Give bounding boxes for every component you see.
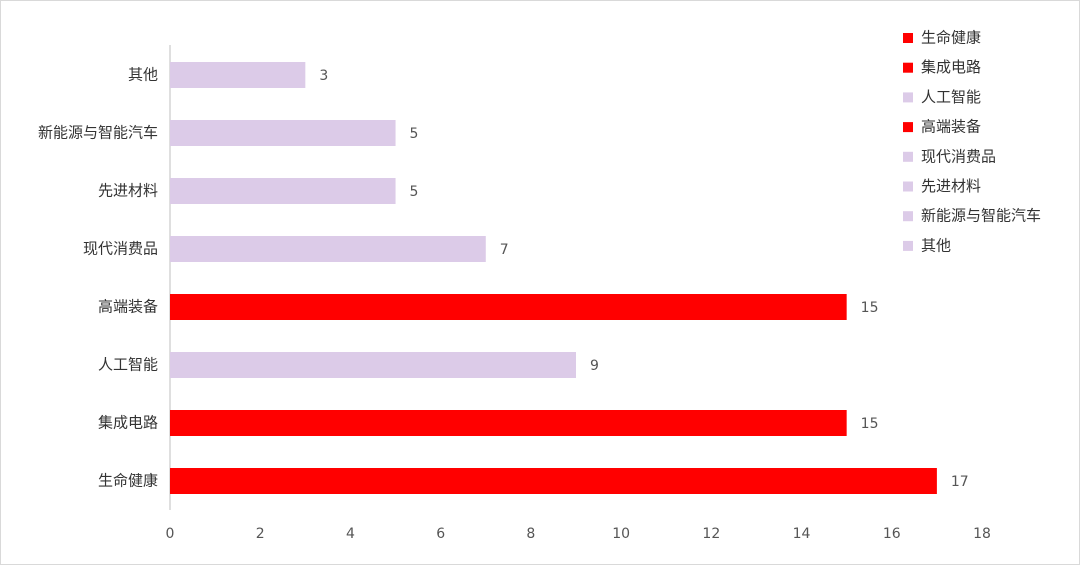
x-tick-label: 8	[526, 526, 535, 542]
legend-label: 人工智能	[921, 88, 981, 106]
data-label: 15	[861, 416, 879, 432]
data-label: 17	[951, 474, 969, 490]
legend-label: 先进材料	[921, 177, 981, 195]
x-tick-label: 4	[346, 526, 355, 542]
x-tick-label: 6	[436, 526, 445, 542]
bar	[170, 468, 937, 494]
legend-swatch	[903, 62, 913, 73]
bar	[170, 62, 306, 88]
y-tick-label: 先进材料	[98, 182, 158, 200]
legend-swatch	[903, 151, 913, 162]
legend-label: 高端装备	[921, 118, 981, 136]
y-tick-label: 生命健康	[98, 472, 158, 490]
legend-swatch	[903, 122, 913, 133]
x-tick-label: 2	[256, 526, 265, 542]
legend-swatch	[903, 181, 913, 192]
x-tick-label: 18	[973, 526, 991, 542]
bar	[170, 178, 396, 204]
legend-label: 其他	[921, 236, 951, 254]
y-tick-label: 新能源与智能汽车	[38, 124, 158, 142]
bar	[170, 352, 576, 378]
data-label: 5	[410, 184, 419, 200]
y-tick-label: 其他	[128, 66, 158, 84]
legend-label: 现代消费品	[921, 147, 996, 165]
legend-label: 新能源与智能汽车	[921, 207, 1041, 225]
data-label: 9	[590, 358, 599, 374]
bar	[170, 120, 396, 146]
x-tick-label: 14	[793, 526, 811, 542]
legend-swatch	[903, 92, 913, 103]
x-tick-label: 16	[883, 526, 901, 542]
data-label: 5	[410, 126, 419, 142]
bar	[170, 236, 486, 262]
y-tick-label: 集成电路	[98, 414, 158, 432]
legend-label: 生命健康	[921, 29, 981, 47]
x-tick-label: 12	[702, 526, 720, 542]
y-tick-label: 人工智能	[98, 356, 158, 374]
data-label: 15	[861, 300, 879, 316]
data-label: 3	[319, 68, 328, 84]
legend-swatch	[903, 33, 913, 43]
data-label: 7	[500, 242, 509, 258]
bar	[170, 410, 847, 436]
legend-swatch	[903, 240, 913, 251]
y-tick-label: 现代消费品	[83, 240, 158, 258]
bar	[170, 294, 847, 320]
x-tick-label: 0	[166, 526, 175, 542]
x-tick-label: 10	[612, 526, 630, 542]
legend-label: 集成电路	[921, 58, 981, 76]
y-tick-label: 高端装备	[98, 298, 158, 316]
legend-swatch	[903, 211, 913, 222]
